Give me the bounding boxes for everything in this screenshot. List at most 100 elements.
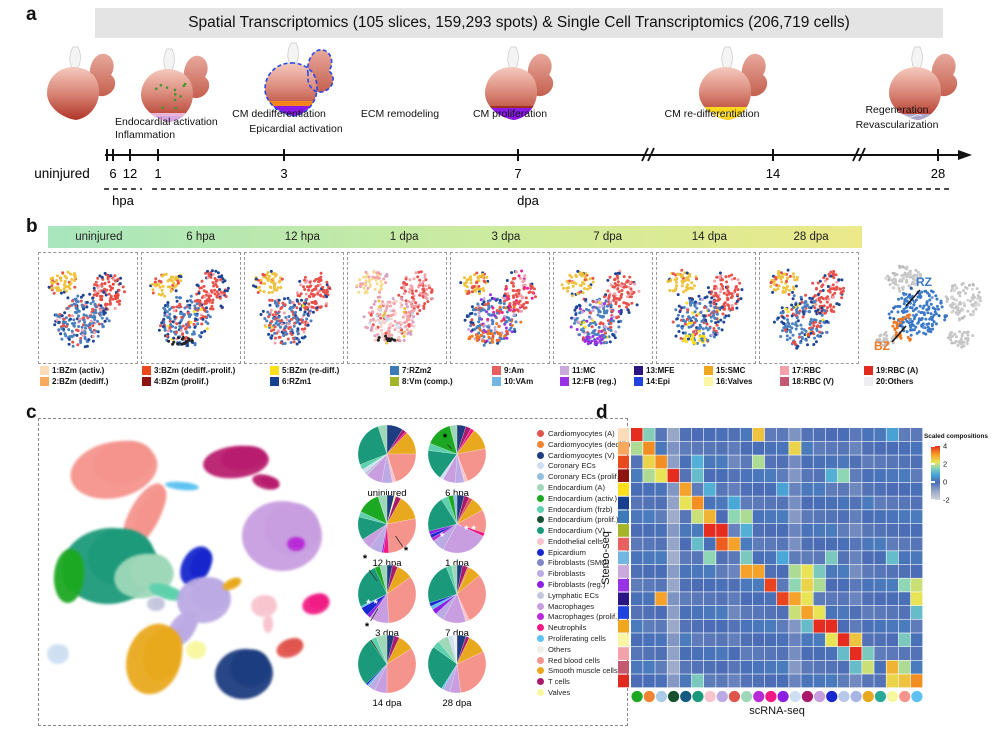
spatial-map-box — [347, 252, 447, 364]
spot — [216, 271, 220, 275]
spot — [924, 317, 928, 321]
pie-annotation: * * — [464, 524, 476, 536]
spot — [209, 294, 213, 298]
spot — [423, 284, 427, 288]
spot — [488, 313, 492, 317]
spot — [795, 316, 799, 320]
heatmap-cell — [886, 674, 899, 688]
legend-item: 3:BZm (dediff.-prolif.) — [142, 366, 256, 375]
spot — [410, 304, 414, 308]
heatmap-cell — [679, 551, 692, 565]
spot — [977, 290, 981, 294]
spot — [325, 283, 329, 287]
cell-type-label: Smooth muscle cells — [548, 666, 618, 676]
heatmap-cell — [740, 537, 753, 551]
spot — [801, 315, 805, 319]
spot — [908, 269, 912, 273]
spot — [402, 292, 406, 296]
spot — [820, 306, 824, 310]
spot — [689, 303, 693, 307]
inflammation-dot — [173, 88, 177, 92]
spot — [60, 337, 64, 341]
spot — [691, 311, 695, 315]
spot — [220, 293, 224, 297]
spot — [475, 280, 479, 284]
heatmap-cell — [898, 605, 911, 619]
spot — [791, 333, 795, 337]
heatmap-cell — [898, 455, 911, 469]
pie-slice — [456, 448, 487, 482]
spot — [293, 311, 297, 315]
spot — [390, 333, 394, 337]
row-annotation-cell — [618, 647, 629, 660]
spot — [180, 318, 184, 322]
cell-type-legend-item: Endocardium (V) — [537, 526, 630, 535]
heatmap-cell — [874, 537, 886, 551]
legend-label: 8:Vm (comp.) — [402, 377, 453, 386]
heatmap-cell — [910, 646, 923, 661]
spot — [477, 317, 481, 321]
pie-label: 6 hpa — [445, 488, 469, 499]
spot — [317, 277, 321, 280]
pie-annotation: * — [404, 545, 409, 557]
cell-type-dot — [537, 473, 544, 481]
axis-break — [852, 147, 860, 162]
spot — [59, 278, 63, 282]
spot — [529, 284, 533, 288]
heatmap-cell — [740, 523, 753, 537]
cell-type-legend-item: Fibroblasts (SMC) — [537, 558, 630, 567]
spot — [206, 269, 209, 273]
heatmap-cell — [801, 537, 813, 551]
heatmap-cell — [825, 455, 838, 469]
pie-7-dpa: 7 dpa — [427, 564, 487, 639]
heatmap-cell — [777, 564, 789, 578]
spot — [91, 339, 95, 343]
spot — [500, 319, 504, 323]
spot — [906, 272, 910, 276]
heatmap-cell — [643, 633, 655, 647]
spot — [175, 322, 179, 326]
heatmap-cell — [728, 428, 740, 442]
spot — [619, 284, 623, 288]
spot — [382, 302, 386, 306]
spot — [712, 330, 716, 334]
spot — [71, 340, 75, 344]
cell-type-dot — [537, 570, 544, 578]
heatmap-cell — [789, 633, 801, 647]
legend-label: 14:Epi — [646, 377, 671, 386]
legend-item: 11:MC — [560, 366, 620, 375]
spot — [485, 310, 488, 314]
heatmap-cell — [862, 469, 874, 483]
spot — [69, 272, 72, 276]
spot — [64, 285, 68, 289]
legend-swatch — [492, 366, 501, 375]
spot — [60, 327, 64, 330]
heatmap-cell — [910, 674, 923, 688]
spot — [591, 331, 594, 335]
spot — [794, 303, 798, 306]
spot — [618, 271, 621, 275]
heatmap-cell — [740, 674, 753, 688]
spot — [188, 303, 192, 307]
legend-item: 20:Others — [864, 377, 936, 386]
spot — [668, 289, 672, 292]
spot — [724, 314, 728, 318]
spot — [595, 341, 599, 345]
pie-slice — [453, 634, 458, 665]
spot — [908, 274, 912, 278]
spot — [875, 338, 879, 342]
spot — [109, 274, 113, 278]
spot — [203, 295, 207, 299]
legend-column: 19:RBC (A) 20:Others — [864, 366, 936, 386]
heatmap-cell — [764, 496, 777, 510]
spot — [469, 281, 473, 285]
spot — [628, 281, 632, 285]
spot — [618, 298, 621, 302]
heatmap-cell — [910, 441, 923, 455]
spot — [498, 305, 502, 309]
cell-type-label: Macrophages (prolif.) — [548, 612, 620, 622]
heatmap-cell — [886, 455, 899, 469]
spot — [929, 330, 933, 334]
spot — [267, 277, 271, 281]
spot — [103, 311, 107, 315]
